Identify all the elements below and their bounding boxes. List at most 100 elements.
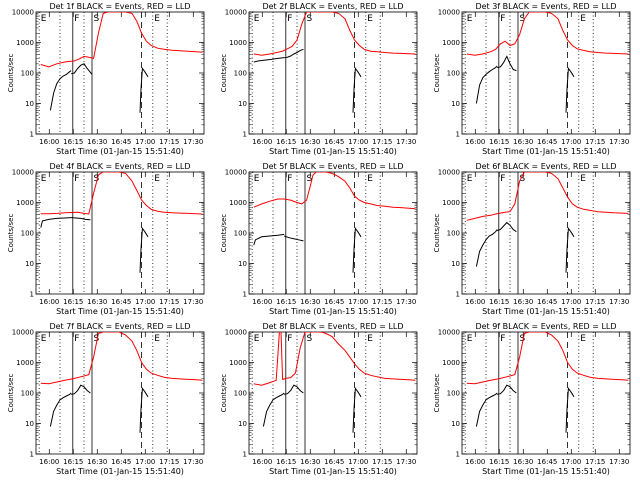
x-tick-label: 16:00 bbox=[465, 458, 485, 466]
x-tick-label: 17:30 bbox=[396, 458, 416, 466]
x-tick-label: 16:30 bbox=[87, 458, 107, 466]
series-line-events bbox=[497, 221, 517, 233]
series-line-events bbox=[497, 55, 517, 72]
y-tick-label: 10 bbox=[25, 100, 34, 108]
plot-frame bbox=[461, 331, 631, 455]
x-tick-label: 17:15 bbox=[585, 298, 605, 306]
y-tick-label: 1 bbox=[456, 451, 460, 459]
series-line-events bbox=[284, 384, 304, 395]
y-tick-label: 1 bbox=[30, 291, 34, 299]
plot-frame bbox=[35, 331, 205, 455]
panel-title: Det 7f BLACK = Events, RED = LLD bbox=[49, 322, 190, 331]
series-line-events bbox=[565, 67, 575, 113]
y-tick-label: 100 bbox=[447, 390, 460, 398]
x-tick-label: 17:00 bbox=[135, 138, 155, 146]
x-tick-label: 16:15 bbox=[276, 138, 296, 146]
y-tick-label: 1000 bbox=[229, 199, 247, 207]
y-axis-title: Counts/sec bbox=[220, 374, 228, 413]
y-axis-title: Counts/sec bbox=[7, 214, 15, 253]
series-line-events bbox=[284, 235, 304, 242]
marker-label: E bbox=[254, 334, 260, 344]
series-line-events bbox=[262, 392, 285, 427]
y-tick-label: 10000 bbox=[438, 329, 460, 337]
marker-label: F bbox=[287, 174, 292, 184]
x-tick-label: 17:30 bbox=[396, 298, 416, 306]
marker-label: E bbox=[367, 174, 373, 184]
x-tick-label: 17:30 bbox=[183, 298, 203, 306]
x-axis-title: Start Time (01-Jan-15 15:51:40) bbox=[56, 467, 184, 476]
series-line-lld bbox=[466, 12, 629, 56]
y-tick-label: 10000 bbox=[225, 169, 247, 177]
x-tick-label: 16:30 bbox=[513, 138, 533, 146]
marker-label: F bbox=[74, 14, 79, 24]
x-tick-label: 17:15 bbox=[159, 458, 179, 466]
marker-label: F bbox=[500, 14, 505, 24]
x-tick-label: 16:00 bbox=[465, 138, 485, 146]
x-axis-title: Start Time (01-Jan-15 15:51:40) bbox=[482, 147, 610, 156]
x-tick-label: 17:15 bbox=[159, 298, 179, 306]
x-tick-label: 16:15 bbox=[276, 458, 296, 466]
x-axis-title: Start Time (01-Jan-15 15:51:40) bbox=[269, 467, 397, 476]
y-tick-label: 100 bbox=[234, 70, 247, 78]
panel-title: Det 4f BLACK = Events, RED = LLD bbox=[49, 162, 190, 171]
x-tick-label: 17:30 bbox=[183, 458, 203, 466]
x-tick-label: 16:15 bbox=[63, 138, 83, 146]
marker-label: S bbox=[520, 334, 526, 344]
y-tick-label: 10 bbox=[238, 260, 247, 268]
plot-frame bbox=[35, 171, 205, 295]
y-tick-label: 10 bbox=[25, 420, 34, 428]
marker-label: E bbox=[154, 14, 160, 24]
series-line-events bbox=[565, 387, 575, 433]
y-tick-label: 1000 bbox=[442, 199, 460, 207]
y-tick-label: 1 bbox=[30, 451, 34, 459]
series-line-events bbox=[253, 233, 285, 246]
series-line-events bbox=[49, 392, 72, 427]
y-tick-label: 10000 bbox=[225, 329, 247, 337]
y-tick-label: 1000 bbox=[442, 359, 460, 367]
x-tick-label: 17:00 bbox=[348, 458, 368, 466]
panel-title: Det 3f BLACK = Events, RED = LLD bbox=[475, 2, 616, 11]
x-axis-title: Start Time (01-Jan-15 15:51:40) bbox=[56, 307, 184, 316]
marker-label: E bbox=[254, 174, 260, 184]
y-tick-label: 100 bbox=[447, 230, 460, 238]
marker-label: E bbox=[254, 14, 260, 24]
series-line-events bbox=[49, 70, 72, 111]
x-tick-label: 16:00 bbox=[252, 458, 272, 466]
y-tick-label: 1000 bbox=[442, 39, 460, 47]
y-tick-label: 1 bbox=[30, 131, 34, 139]
series-line-events bbox=[352, 227, 362, 273]
panel-title: Det 2f BLACK = Events, RED = LLD bbox=[262, 2, 403, 11]
panel-title: Det 5f BLACK = Events, RED = LLD bbox=[262, 162, 403, 171]
marker-label: S bbox=[94, 14, 100, 24]
x-tick-label: 16:00 bbox=[39, 298, 59, 306]
series-line-events bbox=[139, 67, 149, 113]
y-tick-label: 10 bbox=[451, 100, 460, 108]
x-tick-label: 17:00 bbox=[561, 458, 581, 466]
x-axis-title: Start Time (01-Jan-15 15:51:40) bbox=[56, 147, 184, 156]
panel-title: Det 1f BLACK = Events, RED = LLD bbox=[49, 2, 190, 11]
panel-title: Det 8f BLACK = Events, RED = LLD bbox=[262, 322, 403, 331]
y-tick-label: 10000 bbox=[12, 329, 34, 337]
x-tick-label: 16:45 bbox=[111, 138, 131, 146]
x-tick-label: 16:45 bbox=[324, 298, 344, 306]
y-tick-label: 10000 bbox=[12, 9, 34, 17]
x-tick-label: 16:45 bbox=[537, 458, 557, 466]
panel-title: Det 6f BLACK = Events, RED = LLD bbox=[475, 162, 616, 171]
marker-label: E bbox=[467, 334, 473, 344]
series-line-events bbox=[352, 387, 362, 433]
marker-label: F bbox=[500, 334, 505, 344]
y-tick-label: 100 bbox=[21, 70, 34, 78]
marker-label: S bbox=[520, 14, 526, 24]
marker-label: F bbox=[287, 334, 292, 344]
y-tick-label: 10 bbox=[25, 260, 34, 268]
series-line-events bbox=[71, 217, 91, 221]
series-line-events bbox=[284, 48, 304, 59]
marker-label: S bbox=[94, 334, 100, 344]
series-line-events bbox=[139, 227, 149, 273]
x-tick-label: 16:30 bbox=[300, 138, 320, 146]
